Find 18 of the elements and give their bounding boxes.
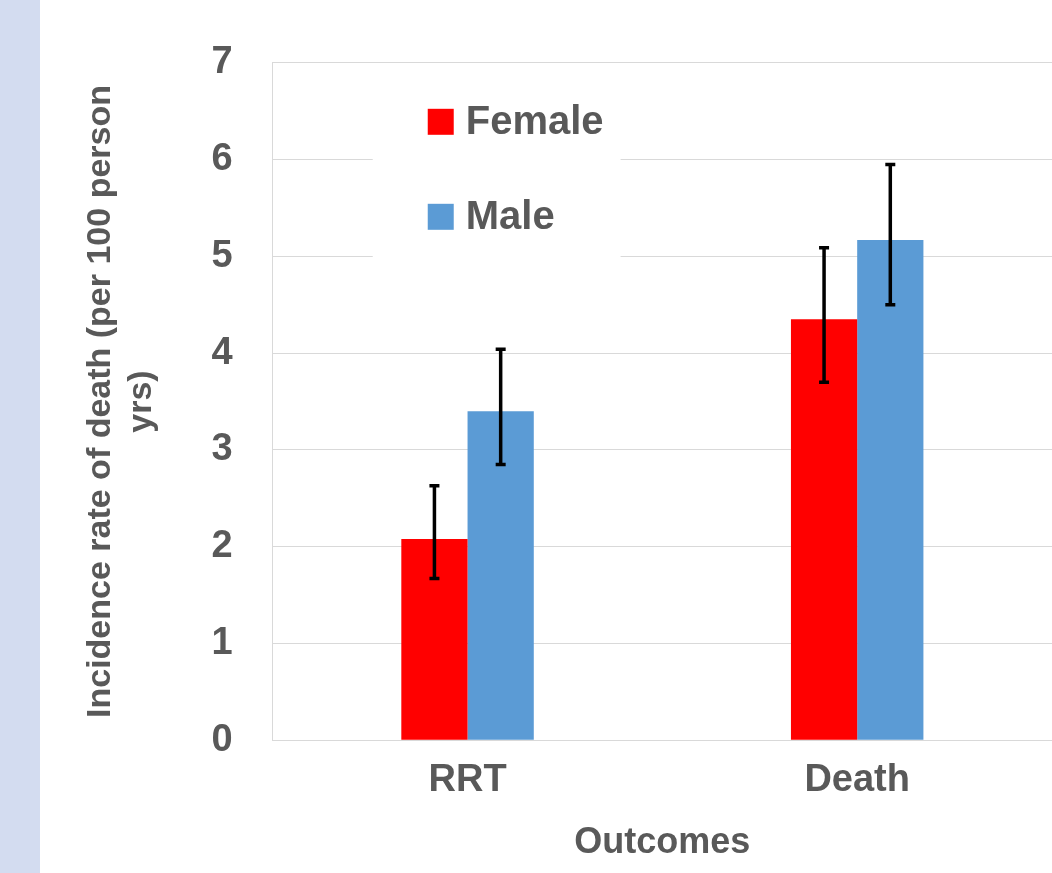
bar (790, 319, 858, 740)
y-axis-title: Incidence rate of death (per 100 person yrs) (78, 85, 158, 718)
y-tick-label: 4 (211, 329, 233, 372)
x-tick-label: Death (804, 757, 910, 800)
y-tick-label: 7 (211, 39, 233, 82)
y-tick-label: 2 (211, 523, 233, 566)
y-tick-label: 6 (211, 136, 233, 179)
bar (467, 411, 534, 740)
y-tick-label: 3 (211, 426, 233, 469)
legend-label: Female (465, 97, 604, 142)
x-axis-title: Outcomes (574, 820, 751, 862)
x-tick-label: RRT (428, 757, 507, 800)
y-tick-label: 1 (211, 619, 233, 662)
y-tick-label: 0 (211, 716, 233, 759)
legend-label: Male (465, 192, 555, 237)
bar (401, 538, 468, 740)
y-tick-label: 5 (211, 232, 233, 275)
bar (857, 239, 924, 740)
